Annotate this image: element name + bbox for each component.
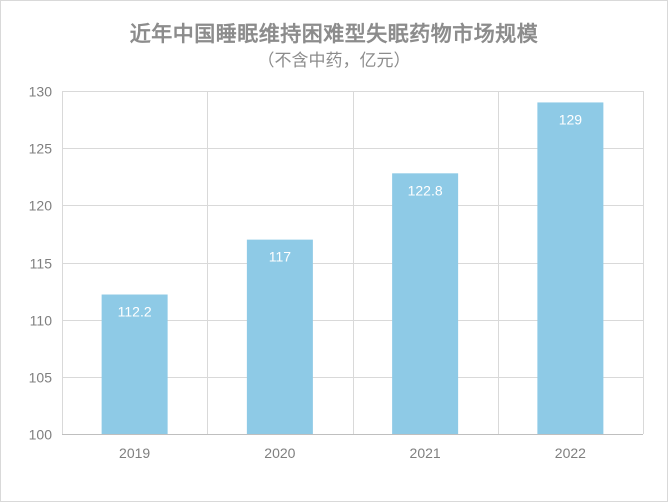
bar-2019	[101, 294, 168, 434]
bars: 112.2 117 122.8 129	[101, 102, 604, 434]
y-tick-label: 115	[30, 256, 53, 272]
x-tick-label: 2019	[119, 445, 150, 461]
data-label: 112.2	[118, 304, 152, 320]
y-tick-label: 120	[29, 198, 53, 214]
y-tick-label: 105	[29, 370, 53, 386]
bar-2022	[537, 102, 604, 434]
x-tick-label: 2022	[555, 445, 586, 461]
chart-title: 近年中国睡眠维持困难型失眠药物市场规模	[129, 22, 539, 46]
y-tick-label: 110	[30, 313, 53, 329]
chart-subtitle: （不含中药，亿元）	[257, 51, 411, 71]
data-label: 117	[269, 249, 292, 265]
y-tick-label: 100	[29, 427, 53, 443]
y-tick-label: 130	[29, 84, 53, 100]
y-axis: 100 105 110 115 120 125 130	[29, 84, 53, 443]
x-tick-label: 2021	[410, 445, 441, 461]
bar-2021	[392, 173, 459, 434]
bar-2020	[246, 239, 313, 434]
x-tick-label: 2020	[264, 445, 295, 461]
x-axis: 2019 2020 2021 2022	[62, 434, 643, 461]
y-tick-label: 125	[29, 141, 53, 157]
data-label: 129	[559, 111, 583, 127]
data-label: 122.8	[408, 182, 443, 198]
